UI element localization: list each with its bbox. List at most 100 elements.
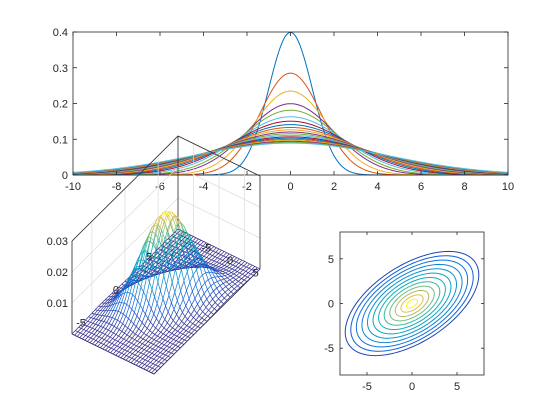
plot2-mesh-segment [192, 323, 196, 326]
plot2-mesh-segment [117, 319, 121, 323]
plot2-mesh-segment [188, 254, 193, 263]
plot2-mesh-segment [167, 357, 171, 362]
plot2-mesh-segment [168, 211, 173, 216]
plot2-mesh-segment [149, 282, 153, 290]
plot2-mesh-segment [94, 310, 99, 315]
plot2-mesh-segment [77, 328, 82, 333]
pdf-series-line-15 [72, 137, 509, 175]
plot2-mesh-segment [157, 267, 161, 270]
plot2-mesh-segment [205, 302, 210, 308]
plot2-mesh-segment [176, 224, 180, 236]
plot2-mesh-segment [100, 342, 104, 345]
plot2-mesh-segment [180, 323, 185, 328]
plot2-mesh-segment [220, 265, 225, 268]
plot2-mesh-segment [156, 318, 160, 323]
plot2-mesh-segment [179, 337, 183, 339]
plot2-mesh-segment [190, 334, 194, 339]
plot2-mesh-segment [167, 302, 172, 313]
plot2-mesh-segment [144, 260, 149, 264]
plot2-mesh-segment [151, 369, 155, 373]
plot2-mesh-segment [160, 267, 165, 272]
plot2-mesh-segment [187, 314, 192, 320]
plot2-mesh-segment [154, 346, 159, 351]
plot2-mesh-segment [201, 317, 205, 321]
plot2-mesh-segment [194, 329, 198, 332]
plot2-mesh-segment [232, 281, 236, 285]
plot2-mesh-segment [146, 365, 150, 368]
plot2-mesh-segment [150, 362, 154, 365]
plot2-mesh-segment [134, 283, 139, 298]
plot2-mesh-segment [130, 344, 135, 349]
plot2-mesh-segment [199, 308, 203, 312]
plot2-mesh-segment [166, 325, 171, 331]
plot2-mesh-segment [146, 258, 151, 276]
plot2-mesh-segment [207, 245, 212, 249]
plot2-mesh-segment [203, 320, 208, 325]
plot2-mesh-segment [201, 254, 205, 257]
plot2-mesh-segment [85, 331, 90, 336]
plot2-mesh-segment [178, 255, 183, 259]
plot1-x-tick-label: 2 [331, 181, 337, 193]
plot2-mesh-segment [159, 218, 164, 231]
contour-level-3 [394, 289, 430, 318]
plot2-mesh-segment [185, 244, 190, 248]
plot2-mesh-segment [191, 241, 196, 247]
plot2-mesh-segment [218, 288, 223, 293]
plot2-mesh-segment [137, 340, 140, 343]
plot2-mesh-segment [184, 316, 188, 320]
plot2-mesh-segment [217, 304, 221, 308]
plot2-mesh-segment [106, 336, 111, 342]
plot2-mesh-segment [204, 282, 208, 290]
plot2-mesh-segment [190, 309, 195, 315]
plot2-mesh-segment [125, 278, 130, 286]
plot2-mesh-segment [181, 335, 186, 339]
plot2-box-edge [71, 135, 261, 242]
plot2-mesh-segment [143, 291, 147, 298]
plot3-x-tick-label: 5 [454, 381, 460, 393]
plot2-mesh-segment [236, 261, 239, 264]
plot2-mesh-segment [157, 216, 161, 219]
plot2-mesh-segment [171, 348, 175, 351]
plot2-mesh-segment [96, 318, 99, 321]
plot2-mesh-segment [150, 270, 155, 275]
plot2-mesh-segment [176, 314, 180, 319]
plot2-mesh-segment [184, 323, 188, 326]
plot2-mesh-segment [121, 325, 126, 332]
plot2-mesh-segment [240, 282, 244, 285]
plot2-mesh-segment [222, 272, 226, 275]
plot2-mesh-segment [189, 326, 193, 329]
plot2-mesh-segment [215, 248, 220, 253]
plot2-mesh-segment [179, 307, 183, 313]
plot2-mesh-segment [196, 247, 200, 250]
plot2-mesh-segment [194, 248, 199, 252]
plot2-mesh-segment [146, 321, 151, 329]
plot2-mesh-segment [148, 353, 153, 357]
plot2-mesh-segment [102, 345, 107, 350]
plot2-mesh-segment [95, 323, 99, 326]
plot2-mesh-segment [153, 259, 158, 265]
plot2-mesh-segment [150, 225, 155, 238]
plot2-mesh-segment [145, 356, 149, 361]
plot2-mesh-segment [140, 278, 144, 281]
plot2-mesh-segment [111, 290, 116, 294]
plot2-mesh-segment [169, 320, 174, 326]
plot2-mesh-segment [251, 266, 256, 270]
plot1-x-tick-label: 10 [502, 181, 514, 193]
plot2-mesh-segment [90, 313, 95, 318]
plot2-mesh-segment [114, 335, 119, 341]
plot2-mesh-segment [89, 326, 93, 329]
plot2-mesh-segment [201, 313, 206, 319]
plot2-mesh-segment [161, 362, 165, 365]
plot2-mesh-segment [177, 280, 181, 292]
plot2-mesh-segment [143, 267, 147, 272]
plot2-mesh-segment [162, 211, 167, 219]
plot2-mesh-segment [207, 252, 210, 255]
plot2-mesh-segment [97, 330, 101, 333]
plot2-mesh-segment [87, 317, 92, 322]
plot2-mesh-segment [122, 316, 127, 324]
plot2-mesh-segment [158, 322, 162, 326]
plot2-mesh-segment [109, 338, 113, 343]
plot2-mesh-segment [109, 298, 114, 303]
plot2-mesh-segment [167, 322, 171, 326]
plot2-mesh-segment [120, 332, 125, 338]
